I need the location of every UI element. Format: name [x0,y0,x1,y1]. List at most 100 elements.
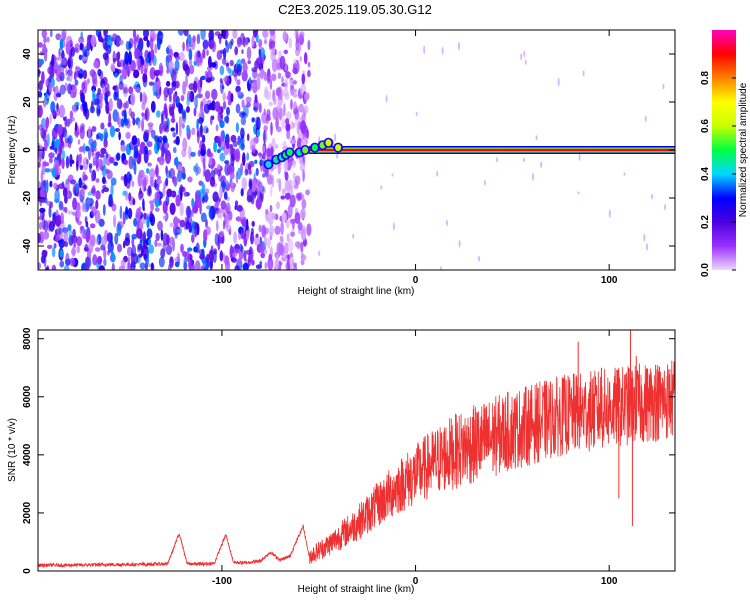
colorbar: 0.0 0.2 0.4 0.6 0.8 Normalized spectral ampl… [700,30,749,277]
noise-blob [54,138,60,149]
noise-blob [125,65,130,74]
noise-blob [222,220,226,230]
noise-blob [128,173,133,182]
noise-blob [235,85,241,93]
noise-blob [292,67,298,74]
noise-blob [125,131,131,140]
noise-blob [56,92,61,98]
noise-blob [128,192,132,202]
noise-blob [119,39,124,46]
noise-blob [65,155,70,169]
noise-blob [299,36,304,46]
noise-blob [216,200,220,207]
noise-speck [415,111,418,116]
noise-blob [294,241,301,248]
noise-blob [268,101,273,107]
noise-blob [127,209,131,217]
noise-blob [244,37,249,46]
noise-blob [282,140,287,151]
noise-blob [231,182,234,187]
noise-blob [127,256,131,270]
noise-blob [245,96,252,103]
noise-blob [216,135,221,142]
noise-blob [286,130,291,140]
noise-blob [210,76,215,82]
noise-blob [297,221,303,231]
noise-blob [284,192,291,200]
noise-blob [197,149,202,157]
noise-blob [175,194,181,207]
noise-blob [166,188,173,198]
noise-blob [300,251,304,259]
noise-blob [215,124,219,132]
noise-blob [239,137,244,144]
noise-speck [523,157,525,163]
noise-blob [79,125,85,140]
noise-blob [197,51,201,58]
noise-blob [290,120,294,130]
noise-blob [198,117,204,125]
noise-blob [188,48,193,62]
noise-blob [257,152,263,157]
noise-blob [173,216,179,227]
noise-blob [202,39,209,50]
x-tick-label: 100 [601,275,618,286]
noise-blob [67,210,73,215]
noise-blob [63,142,69,148]
noise-blob [239,243,243,251]
noise-speck [623,172,626,176]
noise-blob [266,147,272,158]
noise-blob [223,77,228,82]
noise-blob [39,212,43,219]
noise-blob [162,135,168,142]
noise-blob [73,71,77,81]
noise-blob [240,116,247,126]
noise-blob [150,129,156,139]
noise-blob [63,116,66,121]
noise-blob [54,236,60,242]
noise-blob [173,146,177,154]
noise-blob [88,125,91,140]
noise-blob [186,106,190,113]
noise-blob [61,150,66,160]
noise-blob [230,153,235,167]
noise-blob [270,146,274,158]
noise-blob [236,91,243,96]
noise-blob [69,257,76,267]
noise-blob [203,229,208,242]
noise-blob [289,218,296,224]
noise-blob [124,51,129,65]
noise-blob [44,197,48,204]
noise-blob [275,144,279,149]
noise-blob [205,218,208,228]
noise-blob [223,116,229,123]
noise-blob [101,235,108,246]
noise-blob [91,170,94,182]
transition-point [335,144,342,152]
noise-blob [175,135,180,146]
noise-blob [266,174,273,185]
noise-blob [169,256,174,268]
noise-blob [269,41,276,49]
noise-speck [523,50,526,58]
noise-blob [269,30,276,36]
noise-blob [51,247,56,258]
noise-blob [59,249,64,258]
noise-blob [59,38,64,51]
noise-blob [97,87,102,95]
noise-blob [204,169,211,183]
y-tick-label: -20 [22,190,33,205]
noise-blob [198,127,202,138]
noise-blob [108,98,113,112]
noise-blob [77,139,81,145]
snr-frame [37,329,676,572]
noise-blob [304,92,310,101]
noise-blob [186,44,190,52]
noise-blob [140,64,144,75]
noise-blob [60,58,67,66]
noise-speck [662,84,665,90]
noise-blob [156,179,163,184]
noise-blob [255,167,259,177]
x-tick-label: 0 [413,275,419,286]
figure-title: C2E3.2025.119.05.30.G12 [278,2,432,17]
